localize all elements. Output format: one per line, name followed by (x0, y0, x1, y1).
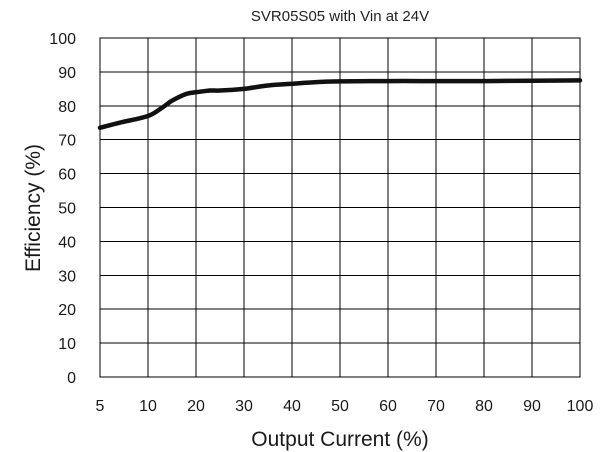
y-tick-label: 0 (67, 370, 76, 387)
y-tick-label: 20 (58, 302, 76, 319)
y-axis-label: Efficiency (%) (22, 144, 45, 272)
x-tick-label: 5 (96, 398, 105, 415)
y-tick-labels: 0 10 20 30 40 50 60 70 80 90 100 (49, 31, 76, 387)
grid (100, 38, 580, 377)
y-tick-label: 60 (58, 167, 76, 184)
x-tick-label: 20 (187, 398, 205, 415)
x-tick-label: 100 (567, 398, 594, 415)
x-tick-labels: 5 10 20 30 40 50 60 70 80 90 100 (96, 398, 594, 415)
y-tick-label: 100 (49, 31, 76, 48)
chart-title: SVR05S05 with Vin at 24V (251, 8, 429, 25)
x-tick-label: 30 (235, 398, 253, 415)
y-tick-label: 10 (58, 336, 76, 353)
x-axis-label: Output Current (%) (251, 428, 428, 451)
x-tick-label: 50 (331, 398, 349, 415)
x-tick-label: 80 (475, 398, 493, 415)
x-tick-label: 90 (523, 398, 541, 415)
x-tick-label: 10 (139, 398, 157, 415)
y-tick-label: 50 (58, 201, 76, 218)
x-tick-label: 60 (379, 398, 397, 415)
x-tick-label: 70 (427, 398, 445, 415)
x-tick-label: 40 (283, 398, 301, 415)
y-tick-label: 30 (58, 268, 76, 285)
y-tick-label: 90 (58, 65, 76, 82)
y-tick-label: 40 (58, 234, 76, 251)
y-tick-label: 70 (58, 133, 76, 150)
y-tick-label: 80 (58, 99, 76, 116)
